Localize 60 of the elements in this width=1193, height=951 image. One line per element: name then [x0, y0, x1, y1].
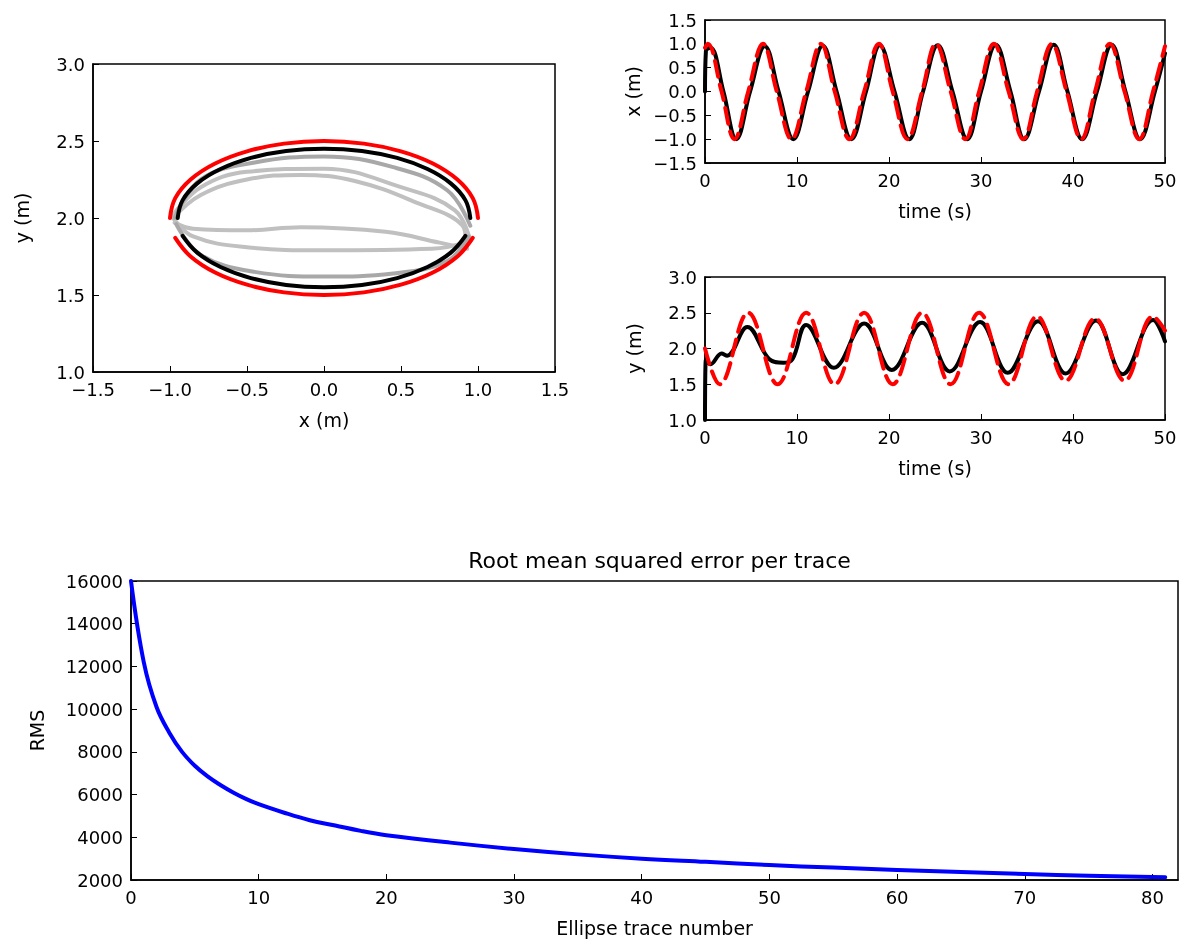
x-tick-label: 60 — [885, 886, 909, 908]
y-axis-title: y (m) — [10, 192, 33, 244]
x-tick-label: 70 — [1013, 886, 1037, 908]
x-tick-label: 0.5 — [386, 378, 416, 400]
y-tick-label: 4000 — [77, 826, 123, 848]
x-tick-label: 10 — [247, 886, 271, 908]
x-axis-title: Ellipse trace number — [556, 916, 754, 939]
x-tick-label: 20 — [877, 426, 901, 448]
x-tick-label: 50 — [1153, 169, 1177, 191]
y-tick-label: 3.0 — [668, 266, 697, 288]
y-tick-label: 1.0 — [668, 409, 697, 431]
x-tick-label: 0 — [125, 886, 137, 908]
y-axis-title: x (m) — [621, 66, 644, 117]
y-axis-title: RMS — [25, 709, 48, 752]
y-tick-label: −1.5 — [653, 152, 697, 174]
y-tick-label: 8000 — [77, 741, 123, 763]
y-tick-label: 2.0 — [668, 338, 697, 359]
y-tick-label: 2.0 — [56, 207, 85, 229]
x-tick-label: 40 — [1061, 169, 1085, 191]
x-tick-label: −1.0 — [148, 378, 192, 400]
y-tick-label: 10000 — [65, 698, 123, 720]
y-tick-label: 1.0 — [668, 33, 697, 55]
y-tick-label: 12000 — [65, 655, 123, 677]
y-tick-label: −1.0 — [653, 128, 697, 150]
y-tick-label: 2000 — [77, 869, 123, 891]
y-tick-label: 3.0 — [56, 53, 85, 75]
x-tick-label: 40 — [1061, 426, 1085, 448]
chart-title: Root mean squared error per trace — [468, 547, 851, 573]
y-tick-label: 2.5 — [668, 302, 697, 324]
y-tick-label: 6000 — [77, 784, 123, 806]
y-tick-label: 16000 — [65, 570, 123, 592]
x-tick-label: 80 — [1141, 886, 1164, 908]
x-axis-title: time (s) — [898, 456, 972, 479]
y-tick-label: 0.0 — [668, 81, 697, 102]
y-tick-label: −0.5 — [653, 104, 697, 126]
y-tick-label: 0.5 — [668, 57, 697, 79]
x-tick-label: 30 — [502, 886, 526, 908]
x-tick-label: 20 — [374, 886, 398, 908]
x-tick-label: 1.0 — [463, 378, 493, 400]
x-tick-label: 30 — [969, 426, 993, 448]
x-tick-label: 0 — [699, 169, 711, 191]
x-axis-title: time (s) — [898, 199, 972, 222]
x-tick-label: 30 — [969, 169, 993, 191]
x-axis-title: x (m) — [298, 408, 350, 431]
x-tick-label: 20 — [877, 169, 901, 191]
x-tick-label: 0 — [699, 426, 711, 448]
x-tick-label: 50 — [757, 886, 781, 908]
x-tick-label: 10 — [785, 169, 809, 191]
x-tick-label: 1.5 — [540, 378, 570, 400]
x-tick-label: 0.0 — [309, 378, 339, 400]
x-tick-label: −0.5 — [225, 378, 269, 400]
y-tick-label: 1.5 — [668, 9, 697, 31]
y-tick-label: 1.0 — [56, 361, 85, 383]
x-tick-label: 50 — [1153, 426, 1177, 448]
x-tick-label: 40 — [630, 886, 654, 908]
y-tick-label: 2.5 — [56, 130, 85, 152]
x-tick-label: 10 — [785, 426, 809, 448]
y-axis-title: y (m) — [622, 323, 645, 374]
y-tick-label: 14000 — [65, 613, 123, 635]
y-tick-label: 1.5 — [56, 284, 85, 306]
